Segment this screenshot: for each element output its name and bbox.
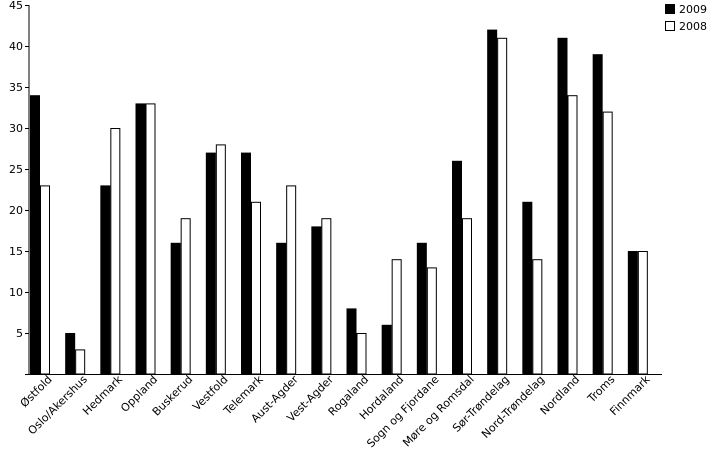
y-tick-label: 35 xyxy=(9,81,23,94)
bar-2009-oppland xyxy=(135,103,146,375)
bar-2009-hordaland xyxy=(381,324,392,375)
bar-2008-nordland xyxy=(567,95,578,375)
bar-2008-østfold xyxy=(40,185,50,375)
bar-2009-telemark xyxy=(241,152,251,375)
y-tick-label: 10 xyxy=(9,286,23,299)
bar-2008-telemark xyxy=(251,201,261,375)
bar-2008-møre-og-romsdal xyxy=(462,218,472,375)
bar-2009-vest-agder xyxy=(311,226,322,375)
bar-2009-buskerud xyxy=(170,242,181,375)
x-category-label: Nord-Trøndelag xyxy=(479,373,547,441)
bar-2008-aust-agder xyxy=(286,185,297,375)
legend-swatch-2009 xyxy=(665,4,675,14)
bar-2009-finnmark xyxy=(627,251,638,375)
bar-2009-sogn-og-fjordane xyxy=(416,242,427,375)
y-tick-label: 5 xyxy=(16,327,23,340)
bar-2008-nord-trøndelag xyxy=(532,259,543,375)
bar-2008-vestfold xyxy=(215,144,226,375)
bar-2008-rogaland xyxy=(356,333,367,375)
bar-2009-vestfold xyxy=(205,152,216,375)
legend-swatch-2008 xyxy=(665,21,675,31)
legend-label-2008: 2008 xyxy=(679,20,707,33)
bar-2008-oppland xyxy=(145,103,156,375)
bar-2009-nord-trøndelag xyxy=(522,201,533,375)
bar-2009-troms xyxy=(592,54,603,375)
bar-2009-oslo-akershus xyxy=(65,333,76,375)
bar-2008-troms xyxy=(602,111,613,375)
x-category-label: Troms xyxy=(584,373,617,406)
bar-2008-vest-agder xyxy=(321,218,332,375)
bar-2009-hedmark xyxy=(100,185,111,375)
bar-2008-oslo-akershus xyxy=(75,349,86,375)
bar-2008-buskerud xyxy=(180,218,191,375)
bar-2009-østfold xyxy=(30,95,40,375)
bar-2009-rogaland xyxy=(346,308,357,375)
y-tick-label: 40 xyxy=(9,40,23,53)
bar-2009-møre-og-romsdal xyxy=(452,160,462,375)
y-tick-label: 25 xyxy=(9,163,23,176)
bar-2009-aust-agder xyxy=(276,242,287,375)
bar-2008-hordaland xyxy=(391,259,402,375)
y-tick-label: 45 xyxy=(9,0,23,12)
bar-2008-sogn-og-fjordane xyxy=(426,267,437,375)
legend-label-2009: 2009 xyxy=(679,3,707,16)
y-tick-label: 15 xyxy=(9,245,23,258)
bar-2009-sør-trøndelag xyxy=(487,29,498,375)
bar-2009-nordland xyxy=(557,37,568,375)
bar-2008-finnmark xyxy=(637,251,648,375)
y-tick-label: 30 xyxy=(9,122,23,135)
y-tick-label: 20 xyxy=(9,204,23,217)
bar-2008-sør-trøndelag xyxy=(497,37,508,375)
bar-2008-hedmark xyxy=(110,128,121,375)
